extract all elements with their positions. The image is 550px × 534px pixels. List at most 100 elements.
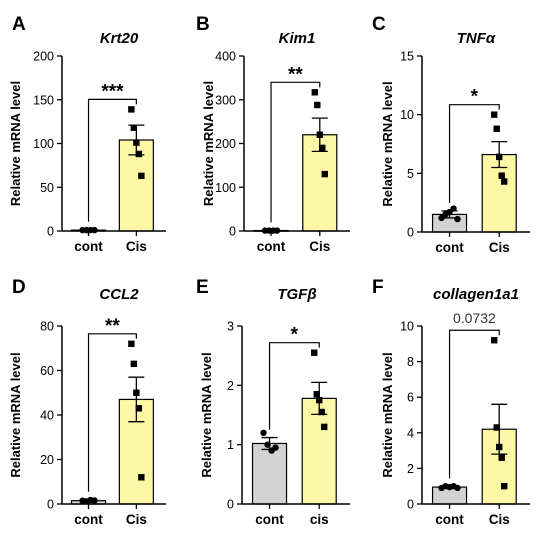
data-point-treated [128, 340, 135, 347]
bar-cont [251, 442, 288, 505]
data-point-cont [264, 441, 271, 448]
chart-panel-c: C TNFα Relative mRNA level 0 5 10 15 cont Cis * [372, 14, 530, 255]
chart-title: Krt20 [100, 30, 139, 47]
data-point-treated [133, 139, 140, 146]
significance-label: ** [105, 316, 120, 337]
data-point-treated [318, 408, 325, 416]
data-point-treated [498, 172, 505, 179]
data-point-treated [135, 150, 143, 158]
y-tick-label: 0 [47, 225, 54, 239]
y-tick-label: 40 [40, 409, 54, 423]
data-point-treated [316, 131, 323, 138]
y-axis-label: Relative mRNA level [380, 81, 395, 206]
data-point-treated [138, 474, 145, 481]
data-point-treated [138, 172, 145, 180]
panel-letter: B [196, 14, 210, 35]
panel-letter: D [12, 277, 26, 298]
chart-panel-e: E TGFβ Relative mRNA level 0 1 2 3 cont cis * [196, 277, 350, 527]
y-axis-label: Relative mRNA level [201, 81, 216, 206]
significance-bracket [448, 104, 500, 203]
x-tick-label: Cis [489, 240, 510, 255]
data-point-treated [133, 389, 140, 396]
data-point-treated [496, 153, 503, 161]
y-tick-label: 15 [400, 50, 414, 64]
data-point-treated [491, 337, 498, 344]
x-tick-label: cont [255, 512, 284, 527]
data-point-cont [454, 484, 461, 492]
panel-letter: F [372, 277, 384, 298]
y-tick-label: 100 [33, 137, 54, 151]
significance-bracket [270, 81, 321, 223]
x-tick-label: Cis [126, 239, 147, 254]
panel-letter: E [196, 277, 209, 298]
chart-title: CCL2 [99, 286, 139, 303]
chart-title: Kim1 [279, 30, 316, 47]
data-point-treated [314, 101, 321, 109]
significance-bracket [87, 333, 137, 492]
chart-title: TNFα [457, 30, 496, 47]
data-point-treated [311, 349, 318, 356]
y-tick-label: 80 [40, 320, 54, 334]
significance-label: * [471, 87, 479, 108]
data-point-treated [491, 111, 498, 118]
data-point-treated [135, 405, 143, 412]
chart-title: collagen1a1 [433, 286, 519, 303]
chart-panel-d: D CCL2 Relative mRNA level 0 20 40 60 80 cont Cis… [8, 277, 166, 527]
data-point-treated [496, 443, 503, 451]
data-point-cont [454, 215, 461, 223]
significance-bracket [87, 98, 137, 222]
x-tick-label: Cis [309, 239, 330, 254]
x-tick-label: cis [310, 512, 329, 527]
chart-title: TGFβ [277, 286, 316, 303]
data-point-treated [316, 396, 323, 404]
y-tick-label: 0 [407, 498, 414, 512]
y-axis-label: Relative mRNA level [8, 352, 23, 477]
data-point-cont [91, 226, 98, 234]
y-tick-label: 5 [407, 167, 414, 181]
y-tick-label: 0 [407, 226, 414, 240]
data-point-treated [311, 89, 318, 96]
panel-letter: C [372, 14, 386, 35]
y-tick-label: 0 [227, 498, 234, 512]
y-tick-label: 100 [215, 181, 236, 195]
data-point-treated [501, 483, 508, 490]
y-tick-label: 10 [400, 320, 414, 334]
y-axis-label: Relative mRNA level [380, 352, 395, 477]
significance-label: 0.0732 [453, 310, 496, 326]
y-tick-label: 150 [33, 93, 54, 107]
y-tick-label: 1 [227, 438, 234, 452]
data-point-cont [272, 444, 279, 451]
data-point-cont [260, 429, 267, 436]
y-tick-label: 400 [215, 50, 236, 64]
bar-cis [301, 397, 337, 505]
y-tick-label: 10 [400, 108, 414, 122]
data-point-treated [321, 423, 328, 431]
data-point-cont [450, 205, 457, 212]
data-point-cont [91, 497, 98, 504]
y-axis-label: Relative mRNA level [8, 81, 23, 206]
x-tick-label: Cis [126, 512, 147, 527]
y-tick-label: 2 [227, 379, 234, 393]
x-tick-label: cont [257, 239, 286, 254]
data-point-treated [313, 391, 320, 398]
data-point-treated [493, 424, 500, 431]
data-point-treated [321, 170, 328, 178]
panel-letter: A [12, 14, 26, 35]
chart-panel-a: A Krt20 Relative mRNA level 0 50 100 150 200 con… [8, 14, 166, 254]
y-tick-label: 50 [40, 181, 54, 195]
data-point-treated [128, 106, 135, 113]
data-point-treated [501, 178, 508, 185]
y-tick-label: 4 [407, 426, 414, 440]
significance-label: *** [101, 81, 124, 102]
y-tick-label: 20 [40, 453, 54, 467]
significance-label: ** [288, 64, 303, 85]
significance-label: * [291, 325, 299, 346]
y-tick-label: 6 [407, 391, 414, 405]
data-point-treated [319, 144, 326, 152]
y-tick-label: 3 [227, 320, 234, 334]
y-tick-label: 60 [40, 364, 54, 378]
y-tick-label: 0 [229, 225, 236, 239]
significance-bracket [268, 342, 320, 430]
